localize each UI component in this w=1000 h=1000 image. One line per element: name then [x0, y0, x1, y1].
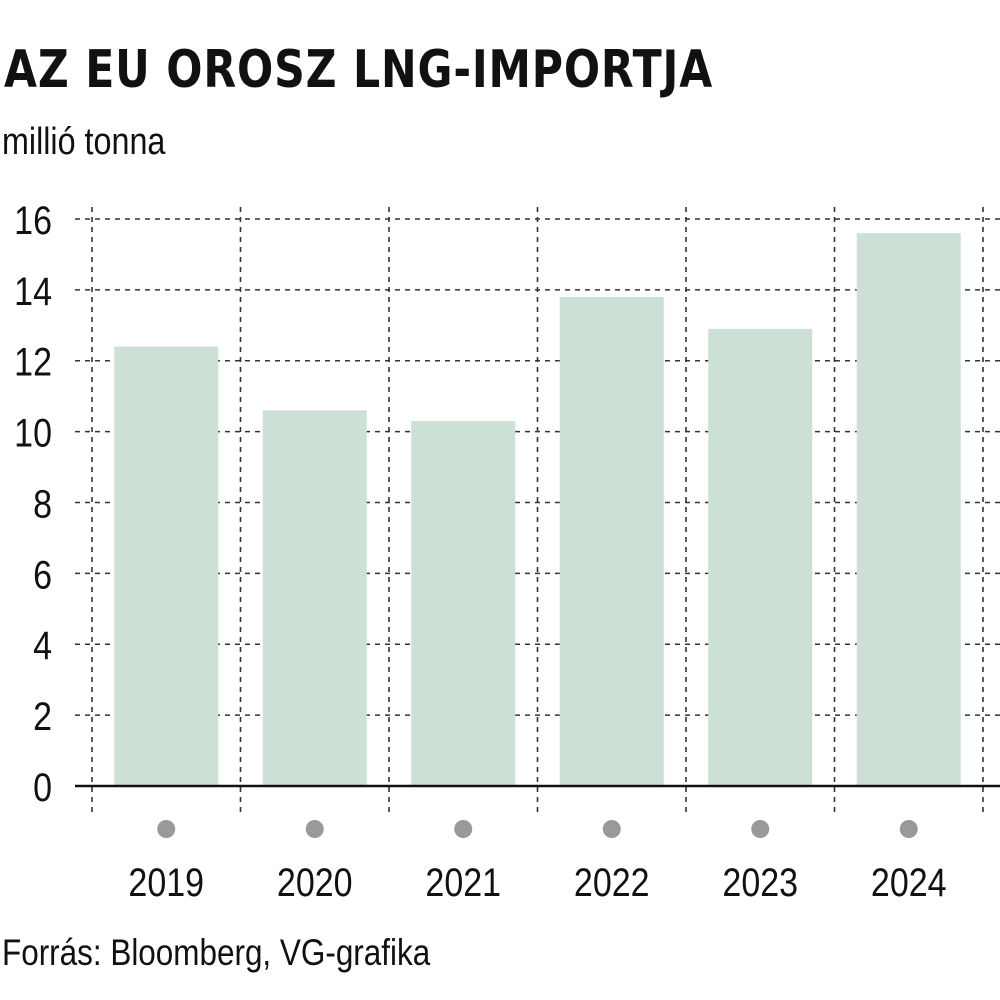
bar-2021	[411, 420, 516, 786]
y-tick-label-2: 2	[33, 693, 52, 738]
y-tick-label-10: 10	[14, 410, 52, 455]
bar-2024	[856, 233, 961, 787]
y-tick-label-12: 12	[14, 339, 52, 384]
y-tick-label-0: 0	[33, 764, 52, 809]
bar-chart: 2019 2020 2021 2022 2023 2024 0 2 4 6 8 10 12 14 16	[14, 197, 1000, 905]
x-tick-label-2021: 2021	[425, 859, 501, 904]
bars	[114, 233, 961, 787]
x-tick-label-2020: 2020	[277, 859, 353, 904]
y-tick-label-14: 14	[14, 268, 52, 313]
category-marker-2020	[305, 820, 324, 838]
bar-2020	[262, 410, 367, 786]
bar-2023	[708, 328, 813, 786]
bar-2022	[559, 296, 664, 786]
chart-title: AZ EU OROSZ LNG-IMPORTJA	[4, 40, 714, 100]
tick-labels: 2019 2020 2021 2022 2023 2024 0 2 4 6 8 10 12 14 16	[14, 197, 946, 904]
category-marker-2021	[454, 820, 473, 838]
x-tick-label-2019: 2019	[128, 859, 204, 904]
chart-unit-label: millió tonna	[2, 121, 166, 163]
y-tick-label-4: 4	[33, 623, 52, 668]
x-tick-label-2023: 2023	[722, 859, 798, 904]
category-marker-2019	[157, 820, 176, 838]
source-note: Forrás: Bloomberg, VG-grafika	[2, 932, 431, 973]
gridlines	[75, 207, 1000, 812]
y-tick-label-16: 16	[14, 197, 52, 242]
x-tick-label-2024: 2024	[871, 859, 947, 904]
category-marker-2022	[602, 820, 621, 838]
x-tick-label-2022: 2022	[574, 859, 650, 904]
bar-2019	[114, 346, 219, 786]
category-marker-2024	[899, 820, 918, 838]
y-tick-label-8: 8	[33, 481, 52, 526]
category-marker-2023	[751, 820, 770, 838]
y-tick-label-6: 6	[33, 552, 52, 597]
